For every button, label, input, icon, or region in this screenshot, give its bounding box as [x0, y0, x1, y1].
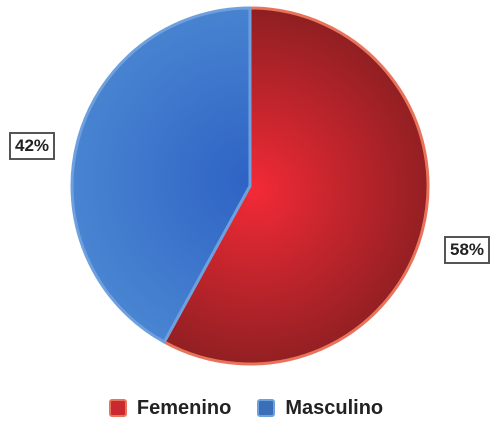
legend: Femenino Masculino	[0, 393, 492, 423]
pie-slice-femenino	[162, 6, 430, 366]
data-label-femenino: 58%	[444, 236, 491, 264]
legend-item-masculino: Masculino	[257, 397, 383, 420]
legend-swatch-masculino	[257, 399, 276, 417]
pie-slice-masculino	[70, 6, 252, 344]
legend-label-femenino: Femenino	[136, 396, 232, 419]
legend-label-masculino: Masculino	[285, 396, 384, 419]
legend-item-femenino: Femenino	[108, 396, 232, 420]
data-label-masculino: 42%	[9, 132, 56, 160]
legend-swatch-femenino	[108, 399, 127, 417]
